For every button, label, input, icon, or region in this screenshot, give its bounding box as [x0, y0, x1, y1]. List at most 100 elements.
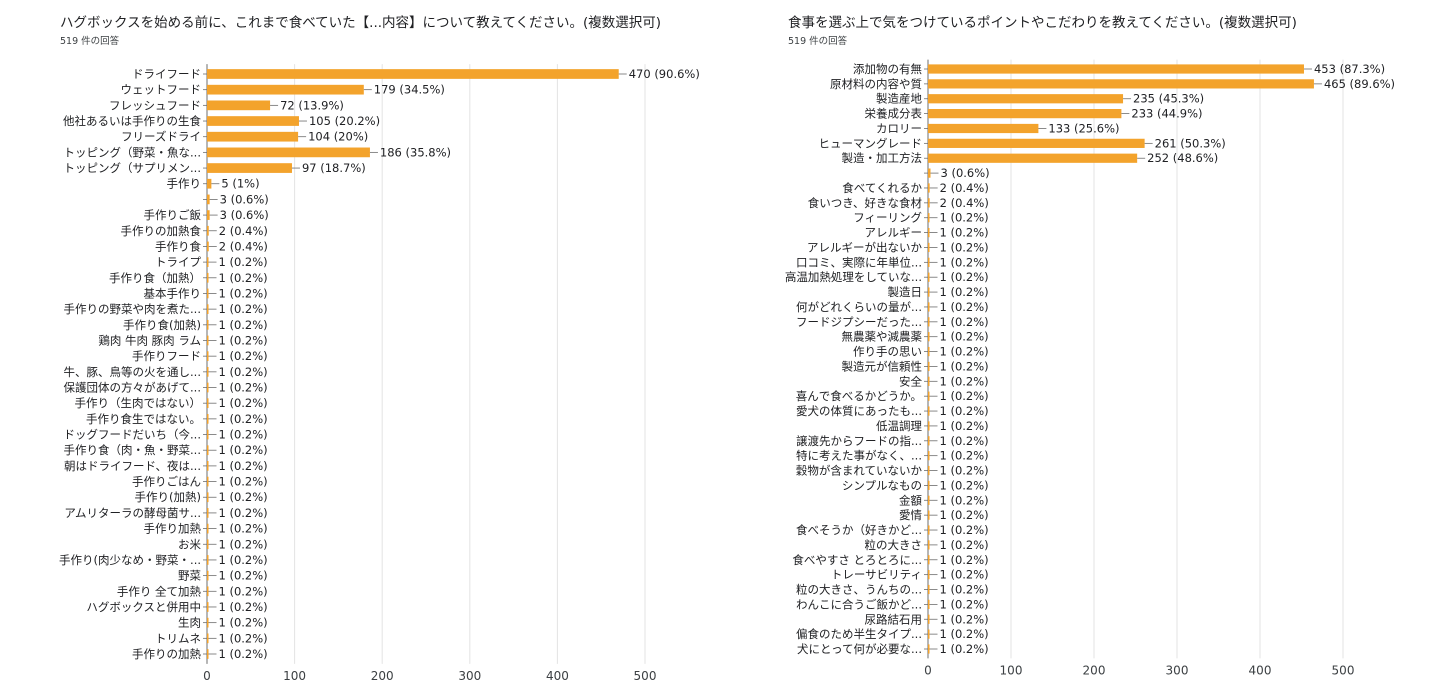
bar — [207, 398, 209, 409]
bar — [207, 555, 209, 565]
value-label: 1 (0.2%) — [940, 240, 989, 254]
bar — [207, 225, 209, 236]
category-label: 手作り 全て加熱 — [117, 584, 202, 598]
bar — [928, 272, 930, 282]
value-label: 1 (0.2%) — [940, 285, 989, 299]
bar — [207, 257, 209, 267]
value-label: 1 (0.2%) — [219, 302, 268, 316]
category-label: トリムネ — [155, 631, 201, 645]
bar — [207, 476, 209, 487]
value-label: 105 (20.2%) — [309, 114, 380, 128]
value-label: 1 (0.2%) — [940, 642, 989, 656]
bar — [207, 633, 209, 644]
value-label: 5 (1%) — [221, 177, 259, 191]
bar — [928, 540, 930, 550]
value-label: 1 (0.2%) — [940, 404, 989, 418]
category-label: トッピング（サプリメン... — [64, 161, 201, 175]
value-label: 97 (18.7%) — [302, 161, 366, 175]
value-label: 1 (0.2%) — [219, 349, 268, 363]
value-label: 1 (0.2%) — [219, 584, 268, 598]
bar — [207, 429, 209, 440]
bar — [928, 451, 930, 461]
bar — [207, 241, 209, 252]
category-label: 牛、豚、鳥等の火を通し... — [64, 365, 201, 379]
value-label: 1 (0.2%) — [219, 318, 268, 332]
bar — [207, 288, 209, 299]
bar — [207, 69, 619, 79]
value-label: 1 (0.2%) — [940, 449, 989, 463]
category-label: シンプルなもの — [842, 478, 922, 492]
category-label: ドッグフードだいち（今... — [64, 428, 201, 442]
bar — [207, 570, 209, 581]
bar — [928, 64, 1304, 74]
category-label: 手作りの野菜や肉を煮た... — [64, 302, 201, 316]
value-label: 2 (0.4%) — [940, 181, 989, 195]
category-label: 手作り(肉少なめ・野菜・... — [59, 553, 201, 567]
category-label: 手作りの加熱食 — [121, 224, 202, 238]
category-label: アレルギーが出ないか — [807, 240, 922, 254]
x-tick-label: 0 — [924, 663, 932, 677]
value-label: 1 (0.2%) — [219, 365, 268, 379]
bar — [207, 319, 209, 330]
value-label: 1 (0.2%) — [940, 493, 989, 507]
category-label: 穀物が含まれていないか — [796, 464, 923, 478]
bar — [928, 346, 930, 357]
value-label: 1 (0.2%) — [940, 315, 989, 329]
category-label: ドライフード — [132, 67, 201, 81]
value-label: 252 (48.6%) — [1147, 151, 1218, 165]
category-label: 犬にとって何が必要な... — [797, 642, 922, 656]
bar — [928, 584, 930, 595]
bar — [207, 445, 209, 456]
value-label: 104 (20%) — [308, 130, 368, 144]
bar — [207, 178, 212, 189]
value-label: 465 (89.6%) — [1324, 77, 1395, 91]
category-label: 手作り食生ではない。 — [86, 412, 201, 426]
bar — [928, 510, 930, 520]
value-label: 1 (0.2%) — [219, 271, 268, 285]
bar — [928, 599, 930, 609]
bar — [928, 287, 930, 297]
category-label: 手作り（生肉ではない） — [75, 396, 202, 410]
value-label: 470 (90.6%) — [629, 67, 700, 81]
category-label: 野菜 — [178, 569, 201, 583]
value-label: 1 (0.2%) — [940, 464, 989, 478]
bar — [928, 242, 930, 253]
x-tick-label: 200 — [371, 669, 394, 683]
bar — [928, 614, 930, 624]
value-label: 1 (0.2%) — [940, 583, 989, 597]
value-label: 1 (0.2%) — [219, 522, 268, 536]
bar — [207, 492, 209, 503]
category-label: 安全 — [899, 374, 922, 388]
category-label: 栄養成分表 — [865, 107, 923, 121]
right-question-panel: 食事を選ぶ上で気をつけているポイントやこだわりを教えてください。(複数選択可) … — [718, 0, 1437, 693]
bar — [928, 644, 930, 654]
category-label: 手作り食(加熱) — [123, 318, 201, 332]
bar — [207, 351, 209, 362]
bar — [207, 461, 209, 471]
value-label: 1 (0.2%) — [219, 553, 268, 567]
value-label: 3 (0.6%) — [220, 192, 269, 206]
category-label: 喜んで食べるかどうか。 — [796, 389, 922, 403]
bar — [207, 617, 209, 628]
value-label: 1 (0.2%) — [940, 568, 989, 582]
bar — [928, 421, 930, 431]
bar — [207, 163, 292, 173]
x-tick-label: 100 — [1000, 663, 1023, 677]
category-label: 手作り — [167, 177, 202, 191]
category-label: 食べてくれるか — [842, 181, 922, 195]
category-label: トッピング（野菜・魚な... — [64, 145, 201, 159]
bar — [207, 649, 209, 659]
category-label: 作り手の思い — [853, 345, 922, 359]
bar — [928, 123, 1039, 134]
category-label: わんこに合うご飯かど... — [796, 597, 922, 611]
value-label: 1 (0.2%) — [219, 255, 268, 269]
category-label: 手作りの加熱 — [132, 647, 201, 661]
value-label: 1 (0.2%) — [940, 359, 989, 373]
value-label: 1 (0.2%) — [940, 612, 989, 626]
bar — [207, 194, 210, 205]
category-label: 食べやすさ とろとろに... — [792, 553, 922, 567]
bar — [928, 302, 930, 312]
value-label: 1 (0.2%) — [940, 434, 989, 448]
x-tick-label: 0 — [203, 669, 211, 683]
category-label: 製造産地 — [876, 92, 922, 106]
